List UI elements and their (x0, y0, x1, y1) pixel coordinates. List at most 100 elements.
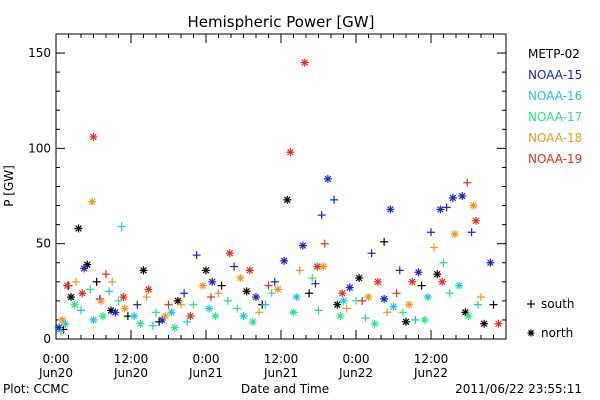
north-point (205, 304, 214, 313)
south-point (463, 178, 472, 187)
north-point (170, 323, 179, 332)
north-point (402, 317, 410, 326)
north-point (300, 58, 309, 67)
x-tick-label-time: 0:00 (43, 352, 70, 366)
north-point (336, 312, 345, 321)
north-point (370, 319, 379, 328)
north-point (70, 300, 79, 309)
south-point (207, 293, 215, 302)
south-point (383, 308, 392, 317)
north-point (167, 308, 176, 317)
north-point (405, 300, 414, 309)
x-tick-label-time: 12:00 (414, 352, 449, 366)
legend-marker-north: north (527, 326, 573, 340)
south-point (177, 300, 185, 309)
north-point (298, 241, 307, 250)
legend-noaa-19: NOAA-19 (528, 152, 582, 166)
series-noaa-17 (57, 274, 473, 336)
north-point (450, 230, 459, 239)
north-point (423, 293, 432, 302)
south-point (92, 277, 101, 286)
south-point (261, 300, 270, 309)
north-point (286, 148, 295, 157)
north-point (89, 132, 98, 141)
south-point (223, 296, 232, 305)
north-point (448, 193, 457, 202)
north-point (130, 312, 139, 321)
series-metp-02 (59, 195, 498, 334)
south-point (114, 296, 123, 305)
north-point (436, 205, 445, 214)
south-point (102, 270, 110, 279)
north-point (97, 296, 105, 305)
south-point (72, 277, 80, 286)
north-point (119, 293, 128, 302)
north-point (333, 300, 342, 309)
south-point (86, 285, 95, 294)
series-noaa-15 (55, 174, 495, 332)
x-tick-label-date: Jun20 (113, 366, 148, 380)
south-point (392, 289, 401, 298)
north-point (55, 323, 64, 332)
north-point (355, 274, 364, 282)
south-point (311, 279, 320, 288)
north-point (248, 317, 257, 326)
south-point (467, 228, 476, 237)
south-point (270, 277, 279, 286)
north-point (313, 262, 322, 271)
north-point (242, 287, 251, 296)
north-point (414, 268, 423, 277)
y-axis: 0 50 100 150 (28, 46, 506, 346)
south-point (427, 228, 435, 237)
south-point (342, 304, 351, 313)
north-point (236, 274, 245, 282)
north-point (239, 312, 248, 321)
south-point (233, 304, 242, 313)
south-point (320, 239, 329, 248)
timestamp: 2011/06/22 23:55:11 (455, 382, 582, 396)
north-point (494, 319, 503, 328)
x-tick-label-time: 0:00 (343, 352, 370, 366)
south-point (439, 258, 448, 267)
north-point (464, 312, 473, 321)
y-tick-label: 100 (28, 141, 51, 155)
y-axis-label: P [GW] (2, 165, 16, 207)
north-point (120, 304, 129, 313)
y-tick-label: 0 (43, 332, 51, 346)
south-point (380, 237, 389, 246)
south-point (361, 314, 370, 323)
south-point (142, 293, 151, 302)
south-point (117, 222, 126, 231)
north-point (161, 312, 170, 321)
north-point (373, 277, 382, 286)
south-point (473, 300, 482, 309)
south-point (230, 262, 239, 271)
x-tick-label-date: Jun20 (38, 366, 73, 380)
north-point (186, 312, 195, 321)
legend-marker-label: south (541, 297, 575, 311)
south-point (445, 289, 454, 298)
x-tick-label-date: Jun21 (188, 366, 223, 380)
north-point (80, 264, 89, 273)
north-point (211, 312, 220, 321)
north-point (386, 205, 395, 214)
north-point (380, 294, 389, 303)
south-point (105, 287, 114, 296)
legend-metp-02: METP-02 (528, 47, 580, 61)
south-point (395, 266, 404, 275)
north-point (144, 285, 153, 294)
south-point (442, 203, 451, 212)
y-tick-label: 50 (36, 237, 51, 251)
north-point (225, 249, 234, 258)
south-point (255, 308, 264, 317)
north-point (389, 302, 398, 311)
data-markers (55, 58, 503, 336)
x-tick-label-date: Jun21 (263, 366, 298, 380)
north-point (345, 283, 354, 292)
x-tick-label-date: Jun22 (338, 366, 373, 380)
north-point (136, 319, 145, 328)
north-point (89, 315, 98, 324)
north-point (273, 285, 282, 294)
north-point (63, 281, 72, 290)
